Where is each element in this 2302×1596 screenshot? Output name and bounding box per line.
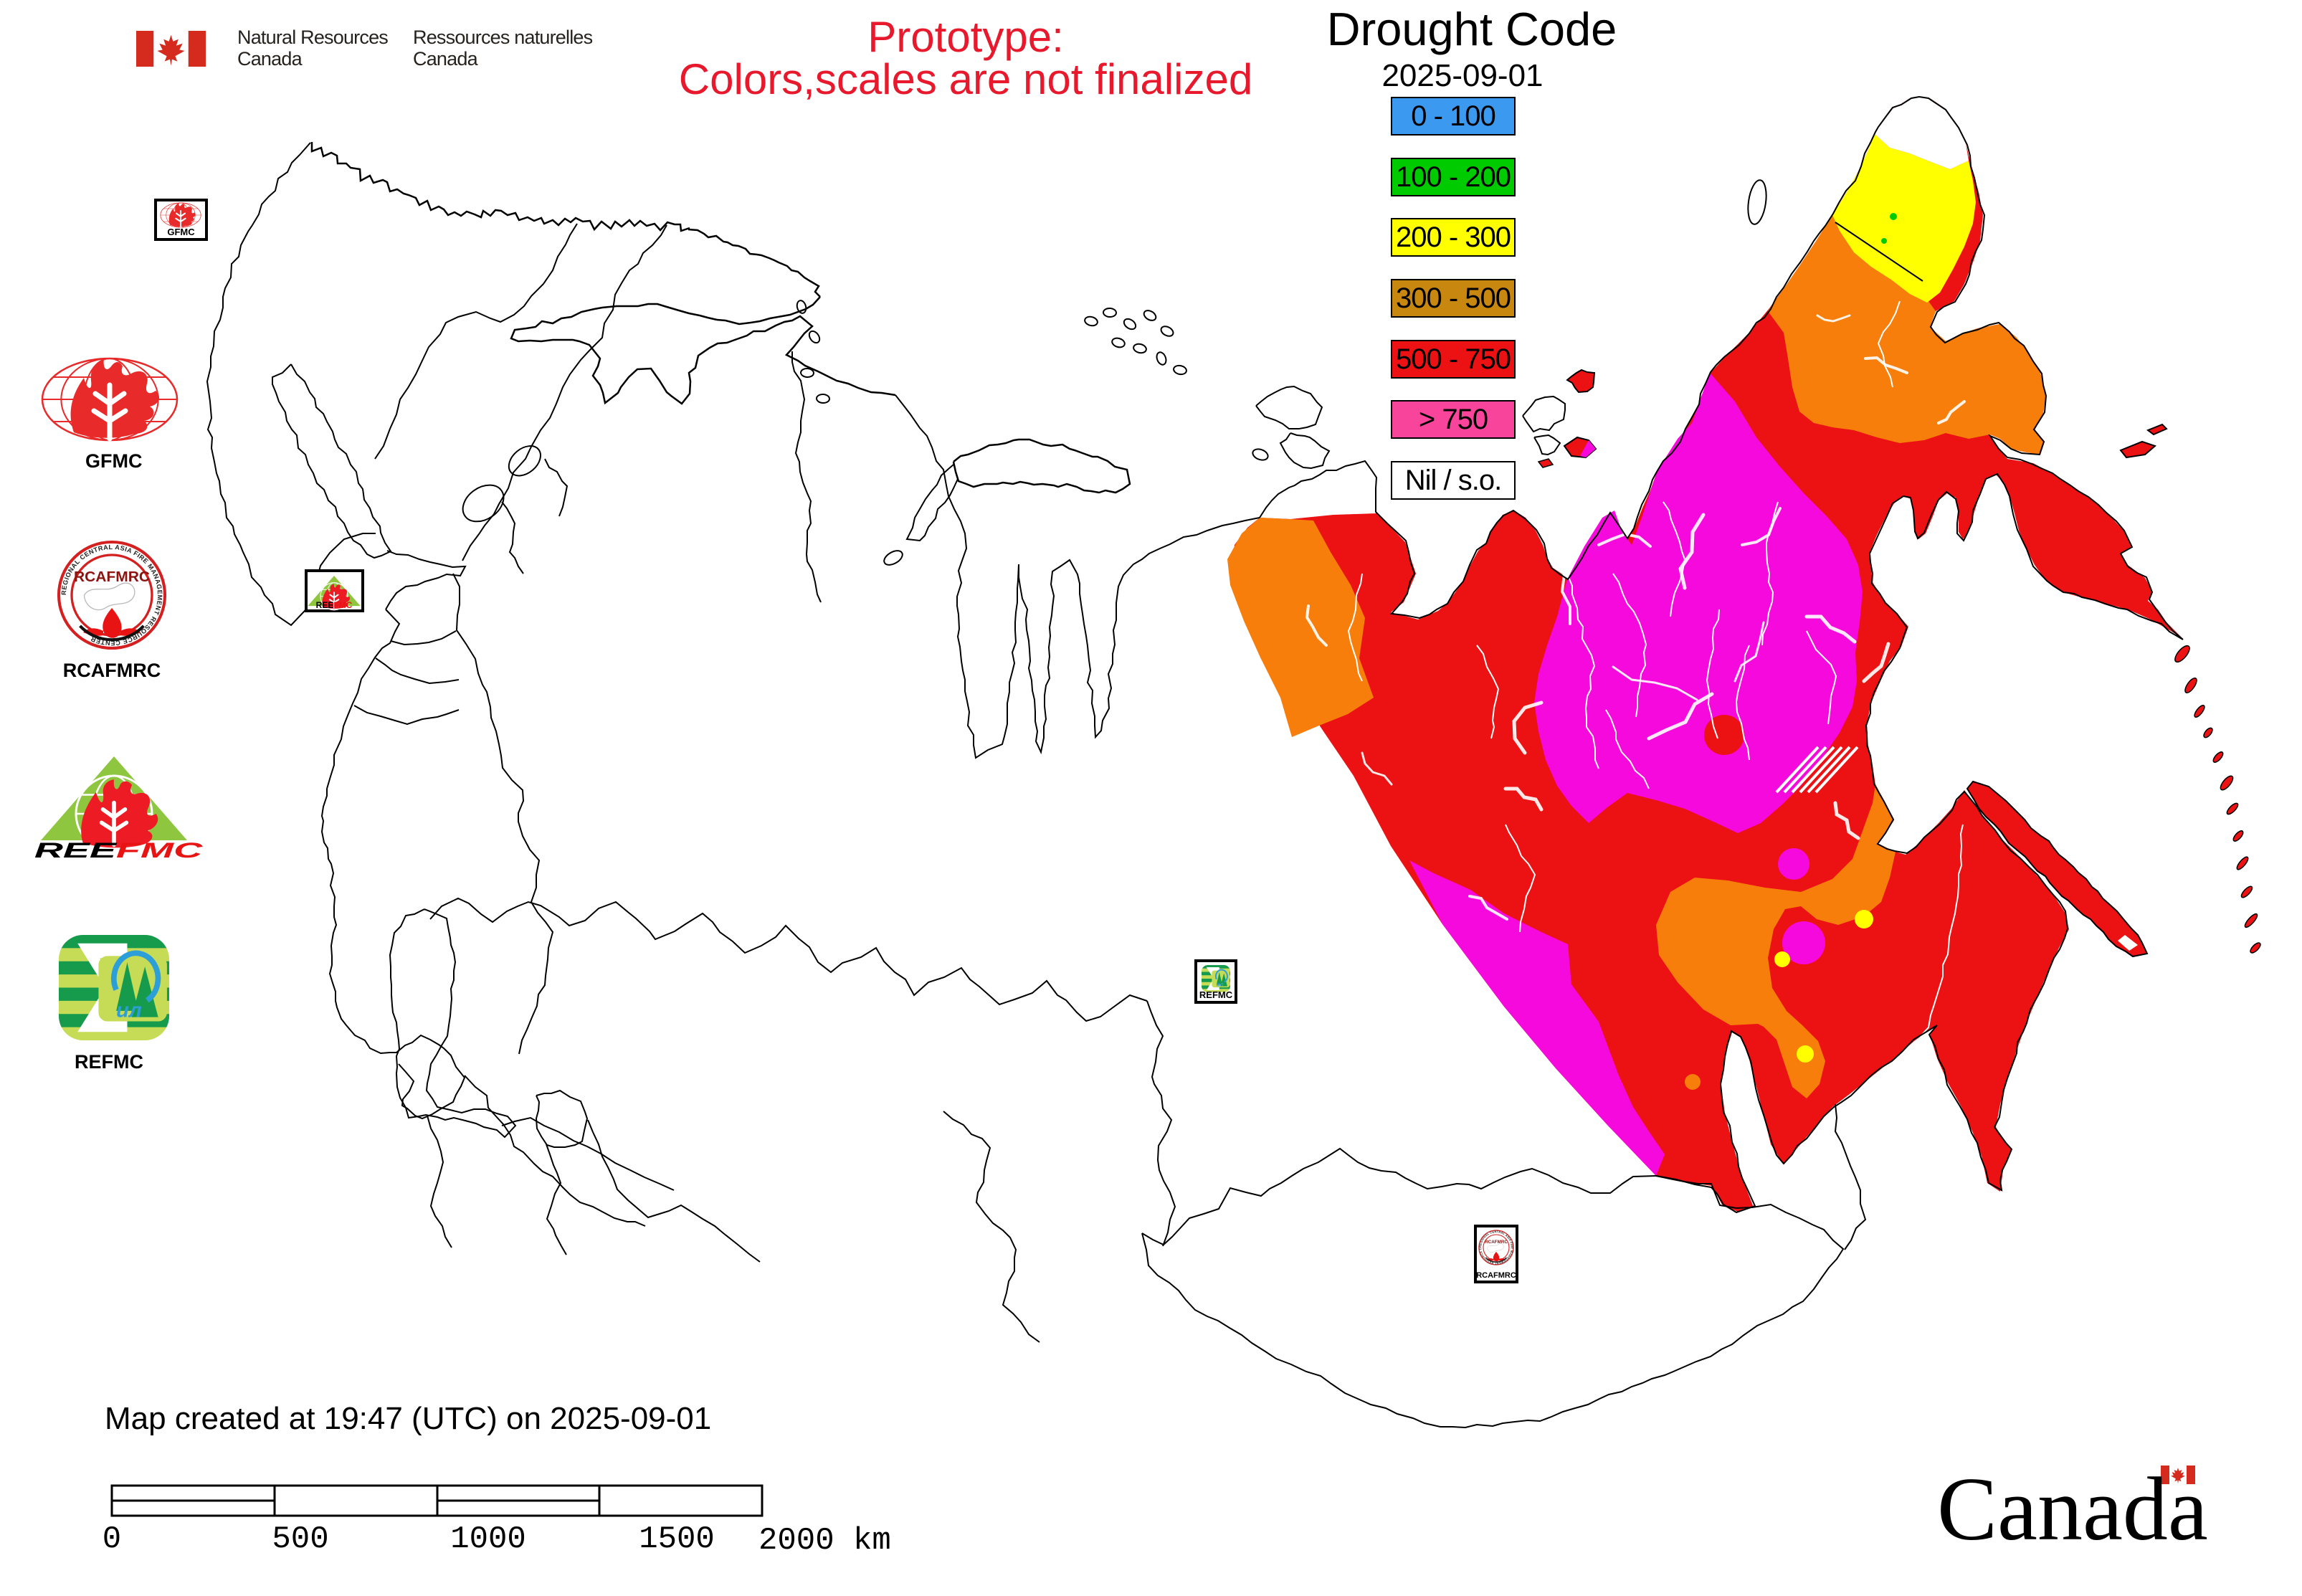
svg-text:RCAFMRC: RCAFMRC [1476,1271,1516,1280]
svg-text:RCAFMRC: RCAFMRC [1485,1240,1508,1245]
svg-text:ил: ил [1217,982,1224,988]
svg-text:REFMC: REFMC [1199,989,1233,1000]
svg-text:GFMC: GFMC [167,227,195,237]
svg-text:RCAFMRC: RCAFMRC [74,569,150,584]
svg-text:REEFMC: REEFMC [316,600,353,610]
svg-text:ил: ил [116,999,142,1022]
